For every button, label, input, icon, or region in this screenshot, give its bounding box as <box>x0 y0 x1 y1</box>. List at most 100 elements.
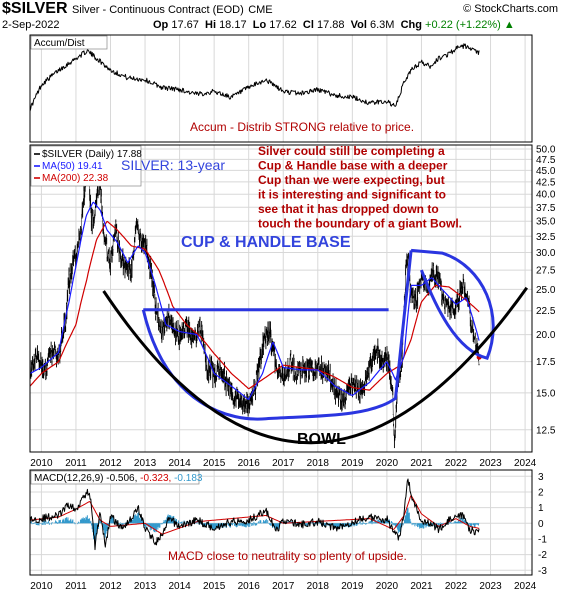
high-value: 18.17 <box>219 19 247 31</box>
price-y-label-30.0: 30.0 <box>536 248 556 259</box>
price-y-label-50.0: 50.0 <box>536 145 556 156</box>
price-x-label-2011: 2011 <box>65 458 87 469</box>
macd-x-label-2019: 2019 <box>341 581 364 592</box>
price-y-label-25.0: 25.0 <box>536 285 556 296</box>
macd-y-label-2: 2 <box>538 487 544 498</box>
macd-panel-frame <box>29 469 533 576</box>
price-x-label-2010: 2010 <box>30 458 53 469</box>
macd-x-label-2018: 2018 <box>307 581 330 592</box>
price-y-label-15.0: 15.0 <box>536 388 556 399</box>
bowl-label: BOWL <box>297 431 346 448</box>
open-label: Op <box>153 19 169 31</box>
up-arrow-icon: ▲ <box>503 19 515 31</box>
macd-x-label-2012: 2012 <box>99 581 122 592</box>
macd-x-label-2022: 2022 <box>445 581 468 592</box>
price-x-label-2024: 2024 <box>514 458 537 469</box>
open-value: 17.67 <box>171 19 199 31</box>
macd-x-label-2021: 2021 <box>410 581 433 592</box>
price-y-label-17.5: 17.5 <box>536 357 556 368</box>
macd-x-label-2014: 2014 <box>168 581 191 592</box>
price-y-label-27.5: 27.5 <box>536 266 556 277</box>
volume-label: Vol <box>350 19 367 31</box>
price-y-label-45.0: 45.0 <box>536 166 556 177</box>
stockcharts-logo: © StockCharts.com <box>463 3 558 15</box>
high-label: Hi <box>205 19 216 31</box>
macd-panel: 3 2 1 0 -1 -2 -3 MACD(12,26,9) -0.506, -0.323, … <box>29 469 547 592</box>
price-x-label-2020: 2020 <box>376 458 399 469</box>
macd-x-label-2020: 2020 <box>376 581 399 592</box>
volume-value: 6.3M <box>369 19 395 31</box>
price-x-label-2021: 2021 <box>410 458 433 469</box>
price-y-label-47.5: 47.5 <box>536 155 556 166</box>
macd-annotation: MACD close to neutrality so plenty of up… <box>168 549 407 563</box>
commentary-line-3: Cup than we were expecting, but <box>258 173 445 187</box>
macd-line <box>29 478 480 551</box>
silver-13-year-label: SILVER: 13-year <box>121 157 225 173</box>
price-x-label-2013: 2013 <box>134 458 157 469</box>
macd-x-label-2011: 2011 <box>65 581 87 592</box>
price-y-label-32.5: 32.5 <box>536 232 556 243</box>
macd-legend-part-1: -0.323, <box>140 473 174 484</box>
macd-x-label-2024: 2024 <box>514 581 537 592</box>
ad-panel-frame <box>29 34 533 143</box>
price-x-label-2018: 2018 <box>307 458 330 469</box>
price-y-label-40.0: 40.0 <box>536 190 556 201</box>
chart-title: $SILVER Silver - Continuous Contract (EO… <box>2 0 273 18</box>
price-x-label-2012: 2012 <box>99 458 122 469</box>
price-y-label-12.5: 12.5 <box>536 425 556 436</box>
price-y-label-22.5: 22.5 <box>536 306 556 317</box>
price-panel: 12.5 15.0 17.5 20.0 22.5 25.0 27.5 30.0 32.5 35.0… <box>29 144 556 469</box>
price-panel-frame <box>29 144 533 453</box>
price-legend-label-2: MA(200) 22.38 <box>42 173 109 184</box>
price-y-label-35.0: 35.0 <box>536 217 556 228</box>
ma50-line <box>29 201 480 400</box>
commentary-line-6: touch the boundary of a giant Bowl. <box>258 217 462 231</box>
price-x-label-2023: 2023 <box>479 458 502 469</box>
macd-legend: MACD(12,26,9) -0.506, -0.323, -0.183 <box>34 473 203 484</box>
ad-annotation: Accum - Distrib STRONG relative to price… <box>190 120 414 134</box>
price-x-label-2017: 2017 <box>272 458 295 469</box>
macd-x-label-2013: 2013 <box>134 581 157 592</box>
quote-date: 2-Sep-2022 <box>2 19 60 31</box>
macd-x-label-2010: 2010 <box>30 581 53 592</box>
handle-outline <box>410 248 495 360</box>
price-legend-label-0: $SILVER (Daily) 17.88 <box>42 149 142 160</box>
ad-legend-box <box>30 35 108 50</box>
ad-series-line <box>29 43 480 112</box>
price-y-label-20.0: 20.0 <box>536 330 556 341</box>
commentary-line-1: Silver could still be completing a <box>258 144 445 158</box>
macd-legend-part-2: -0.183 <box>174 473 203 484</box>
macd-x-label-2023: 2023 <box>479 581 502 592</box>
ad-legend-label: Accum/Dist <box>34 38 85 49</box>
low-value: 17.62 <box>269 19 297 31</box>
macd-x-label-2016: 2016 <box>238 581 261 592</box>
change-label: Chg <box>400 19 422 31</box>
macd-y-label--1: -1 <box>538 534 547 545</box>
exchange: CME <box>248 4 273 16</box>
macd-y-label-1: 1 <box>538 503 544 514</box>
commentary-line-2: Cup & Handle base with a deeper <box>258 159 448 173</box>
macd-y-label-3: 3 <box>538 472 544 483</box>
price-x-label-2019: 2019 <box>341 458 364 469</box>
accum-dist-panel: Accum/Dist Accum - Distrib STRONG relativ… <box>29 34 533 143</box>
low-label: Lo <box>252 19 267 31</box>
macd-x-label-2017: 2017 <box>272 581 295 592</box>
close-value: 17.88 <box>316 19 345 31</box>
symbol-description: Silver - Continuous Contract (EOD) <box>71 4 244 16</box>
commentary-line-5: see that it has dropped down to <box>258 202 439 216</box>
price-y-label-37.5: 37.5 <box>536 203 556 214</box>
symbol: $SILVER <box>2 0 68 17</box>
commentary-line-4: it is interesting and significant to <box>258 188 446 202</box>
macd-legend-part-0: MACD(12,26,9) -0.506, <box>34 473 140 484</box>
macd-y-label--2: -2 <box>538 550 547 561</box>
change-value: +0.22 (+1.22%) <box>425 19 501 31</box>
price-legend-box <box>30 145 142 187</box>
close-label: Cl <box>302 19 314 31</box>
macd-legend-box <box>30 470 200 485</box>
macd-y-label-0: 0 <box>538 519 544 530</box>
price-x-label-2016: 2016 <box>238 458 261 469</box>
price-x-label-2022: 2022 <box>445 458 468 469</box>
price-y-label-42.5: 42.5 <box>536 177 556 188</box>
bowl-curve <box>102 286 529 445</box>
